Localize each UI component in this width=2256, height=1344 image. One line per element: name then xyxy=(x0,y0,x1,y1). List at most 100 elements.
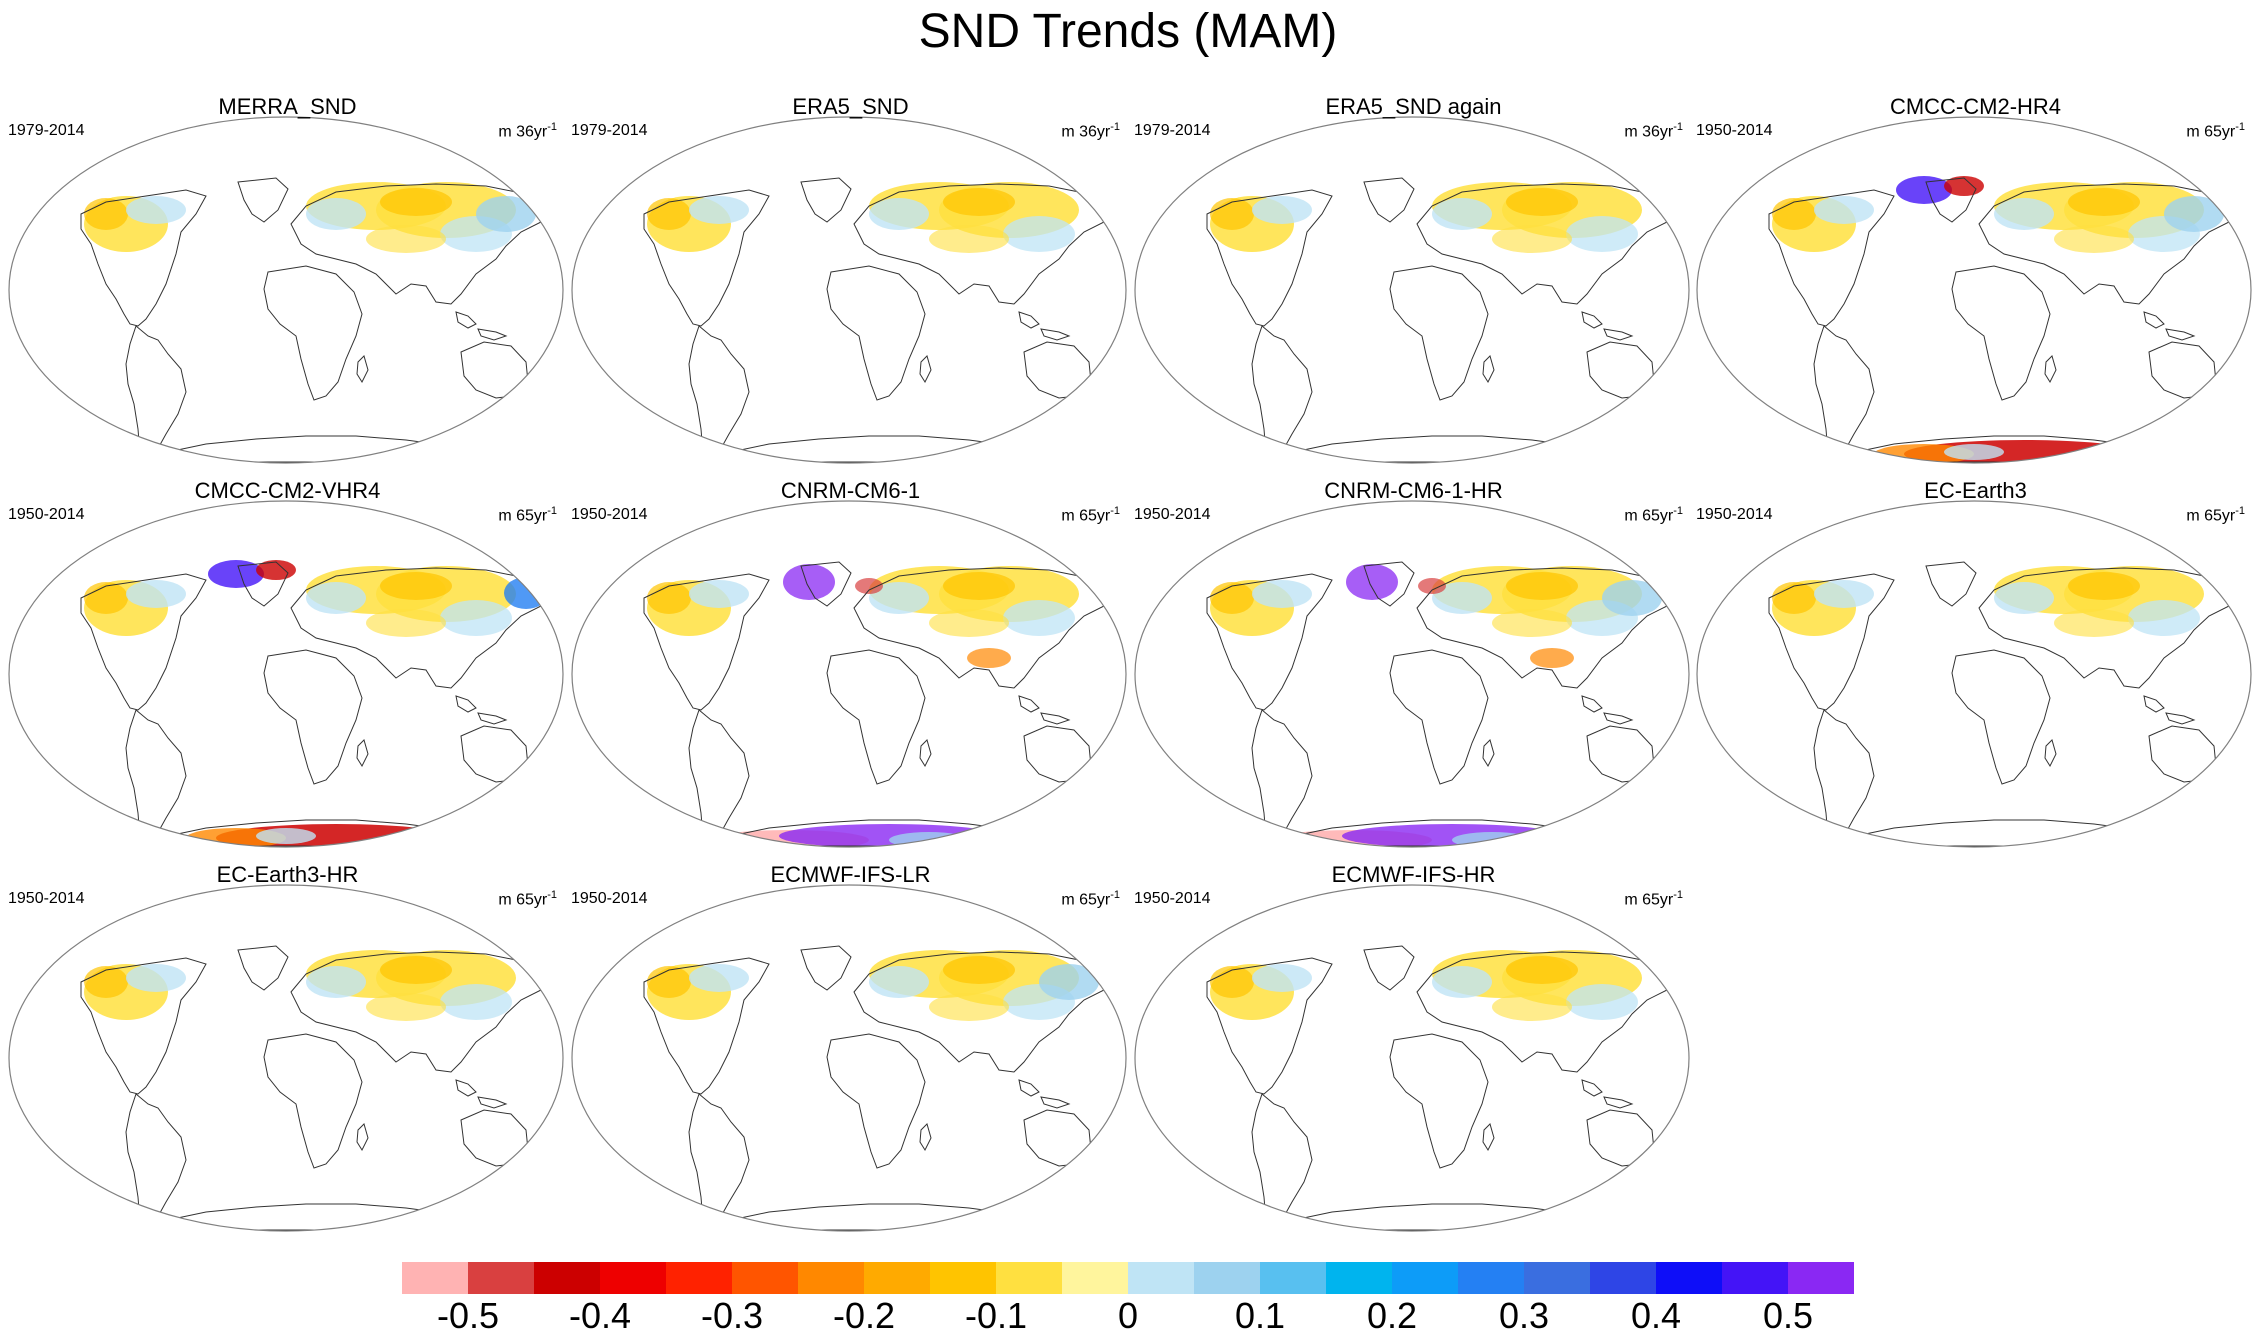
trend-patch xyxy=(256,560,296,580)
trend-patch xyxy=(84,198,128,230)
panel-units-text: m 65yr xyxy=(1624,891,1674,909)
trend-patch xyxy=(1003,600,1075,636)
trend-patch xyxy=(1506,572,1578,600)
panel-title: MERRA_SND xyxy=(218,94,357,119)
map-frame xyxy=(1696,500,2252,848)
panel-units: m 36yr-1 xyxy=(1061,117,1120,142)
world-map xyxy=(1696,116,2252,464)
panel-period: 1950-2014 xyxy=(8,890,85,907)
trend-patch xyxy=(1566,984,1638,1020)
trend-patch xyxy=(306,966,366,998)
trend-field xyxy=(84,560,548,847)
map-frame xyxy=(1696,116,2252,464)
map-frame xyxy=(8,116,564,464)
trend-patch xyxy=(783,564,835,600)
trend-patch xyxy=(943,572,1015,600)
panel-units-exponent: -1 xyxy=(1110,121,1120,133)
panel-period: 1950-2014 xyxy=(8,506,85,523)
trend-patch xyxy=(1492,609,1572,637)
panel-units-text: m 65yr xyxy=(1624,507,1674,525)
panel-units-exponent: -1 xyxy=(547,889,557,901)
world-map xyxy=(8,116,564,464)
trend-patch xyxy=(1252,964,1312,992)
trend-patch xyxy=(1039,964,1099,1000)
trend-patch xyxy=(869,198,929,230)
colorbar-bin xyxy=(666,1262,733,1294)
colorbar-bin xyxy=(732,1262,799,1294)
colorbar-bin xyxy=(1458,1262,1525,1294)
world-map xyxy=(1696,500,2252,848)
trend-patch xyxy=(126,964,186,992)
panel-units-text: m 65yr xyxy=(1061,507,1111,525)
panel-units-exponent: -1 xyxy=(547,121,557,133)
trend-patch xyxy=(1566,216,1638,252)
trend-patch xyxy=(1418,578,1446,594)
panel-units: m 65yr-1 xyxy=(498,885,557,910)
colorbar-bin xyxy=(1392,1262,1459,1294)
colorbar xyxy=(402,1262,1854,1294)
map-frame xyxy=(571,116,1127,464)
trend-patch xyxy=(366,993,446,1021)
colorbar-bin xyxy=(468,1262,535,1294)
map-panel: CMCC-CM2-HR4 1950-2014 m 65yr-1 xyxy=(1694,94,2256,472)
panel-units: m 65yr-1 xyxy=(2186,117,2245,142)
map-panel: ERA5_SND 1979-2014 m 36yr-1 xyxy=(569,94,1132,472)
trend-patch xyxy=(647,582,691,614)
trend-patch xyxy=(1506,188,1578,216)
trend-patch xyxy=(1210,966,1254,998)
trend-patch xyxy=(1252,196,1312,224)
colorbar-label: 0.3 xyxy=(1498,1295,1550,1336)
colorbar-bin xyxy=(864,1262,931,1294)
panel-title: CNRM-CM6-1 xyxy=(780,478,921,503)
panel-units: m 65yr-1 xyxy=(1624,501,1683,526)
trend-patch xyxy=(1944,176,1984,196)
trend-patch xyxy=(440,600,512,636)
panel-units-exponent: -1 xyxy=(1673,121,1683,133)
colorbar-bin xyxy=(600,1262,667,1294)
trend-patch xyxy=(476,196,536,232)
trend-patch xyxy=(779,824,999,847)
panel-units-text: m 65yr xyxy=(2186,507,2236,525)
trend-patch xyxy=(1210,582,1254,614)
world-map xyxy=(1134,884,1690,1232)
trend-patch xyxy=(440,984,512,1020)
trend-patch xyxy=(2054,225,2134,253)
trend-field xyxy=(1210,564,1662,847)
colorbar-label: -0.1 xyxy=(964,1295,1028,1336)
panel-period: 1979-2014 xyxy=(571,122,648,139)
trend-patch xyxy=(1944,444,2004,460)
trend-patch xyxy=(689,196,749,224)
colorbar-bin xyxy=(1128,1262,1195,1294)
panel-units-text: m 65yr xyxy=(498,507,548,525)
panel-units-exponent: -1 xyxy=(1110,889,1120,901)
panel-units-text: m 65yr xyxy=(2186,123,2236,141)
trend-patch xyxy=(1492,225,1572,253)
panel-title: EC-Earth3 xyxy=(1924,478,2027,503)
trend-patch xyxy=(1342,824,1562,847)
trend-field xyxy=(647,564,1079,847)
trend-patch xyxy=(1346,564,1398,600)
panel-units: m 65yr-1 xyxy=(2186,501,2245,526)
colorbar-bin xyxy=(1260,1262,1327,1294)
panel-title: ECMWF-IFS-HR xyxy=(1331,862,1496,887)
map-frame xyxy=(571,500,1127,848)
map-panel: EC-Earth3-HR 1950-2014 m 65yr-1 xyxy=(6,862,569,1240)
colorbar-label: 0.2 xyxy=(1366,1295,1418,1336)
trend-patch xyxy=(689,964,749,992)
trend-patch xyxy=(256,828,316,844)
panel-units: m 36yr-1 xyxy=(1624,117,1683,142)
colorbar-bin xyxy=(1788,1262,1854,1294)
colorbar-bin xyxy=(1062,1262,1129,1294)
panel-units-text: m 36yr xyxy=(1061,123,1111,141)
colorbar-bin xyxy=(402,1262,469,1294)
panel-units-text: m 36yr xyxy=(498,123,548,141)
map-panel: CMCC-CM2-VHR4 1950-2014 m 65yr-1 xyxy=(6,478,569,856)
trend-patch xyxy=(380,956,452,984)
panel-units-exponent: -1 xyxy=(1673,889,1683,901)
trend-patch xyxy=(380,572,452,600)
panel-title: ERA5_SND again xyxy=(1325,94,1502,119)
map-panel: MERRA_SND 1979-2014 m 36yr-1 xyxy=(6,94,569,472)
map-panel: CNRM-CM6-1-HR 1950-2014 m 65yr-1 xyxy=(1132,478,1695,856)
trend-patch xyxy=(869,966,929,998)
panel-title: ERA5_SND xyxy=(792,94,909,119)
